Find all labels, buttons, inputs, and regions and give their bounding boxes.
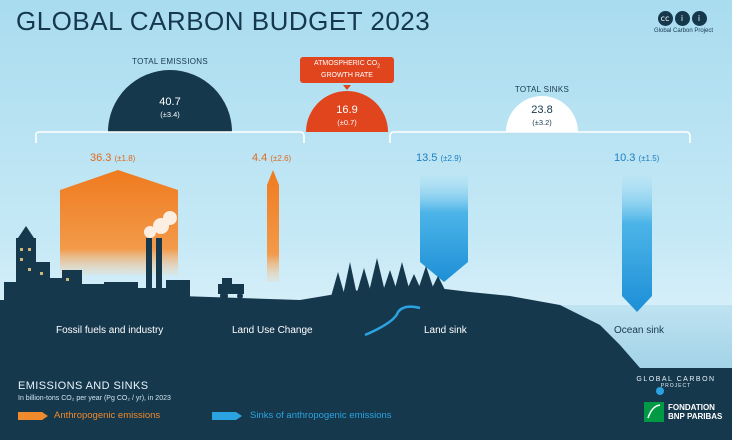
legend-subtitle: In billion-tons CO₂ per year (Pg CO₂ / y…: [18, 395, 171, 402]
license-badge[interactable]: cc i i Global Carbon Project: [654, 8, 714, 34]
city-skyline: [4, 226, 190, 300]
total-emissions-label: TOTAL EMISSIONS: [132, 57, 208, 66]
total-emissions-uncertainty: (±3.4): [160, 110, 180, 119]
tractor: [218, 278, 244, 300]
total-emissions-value: 40.7: [159, 96, 181, 108]
person-icon: i: [691, 11, 707, 26]
by-icon: i: [674, 11, 690, 26]
land-sink-arrow: [420, 175, 468, 282]
ocean-sink-arrow: [622, 175, 652, 312]
factory-chimneys: [146, 238, 162, 288]
river: [364, 305, 421, 337]
cc-icon: cc: [657, 11, 673, 26]
bnp-logo[interactable]: FONDATION BNP PARIBAS: [668, 403, 723, 421]
fossil-label: Fossil fuels and industry: [56, 325, 164, 336]
gcp-logo[interactable]: GLOBAL CARBON PROJECT: [636, 376, 716, 389]
bnp-logo-mark: [644, 402, 664, 422]
total-sinks-label: TOTAL SINKS: [514, 85, 570, 94]
legend-sinks: Sinks of anthropogenic emissions: [250, 410, 392, 421]
legend-anthropogenic: Anthropogenic emissions: [54, 410, 161, 421]
land-use-flux-value: 4.4 (±2.6): [252, 152, 292, 164]
atmospheric-dome: [306, 91, 388, 132]
sinks-bracket: [389, 131, 691, 143]
land-sink-label: Land sink: [424, 325, 467, 336]
land-use-label: Land Use Change: [232, 325, 313, 336]
total-emissions-dome: [108, 70, 232, 132]
land-sink-flux-value: 13.5 (±2.9): [416, 152, 462, 164]
chimney-smoke: [144, 211, 177, 238]
total-sinks-uncertainty: (±3.2): [532, 118, 552, 127]
forest: [330, 258, 446, 300]
atmospheric-uncertainty: (±0.7): [337, 118, 357, 127]
legend-orange-arrow: [18, 412, 48, 420]
license-label: Global Carbon Project: [654, 28, 714, 34]
total-sinks-value: 23.8: [531, 104, 553, 116]
total-sinks-dome: [506, 96, 578, 132]
land-mass: [0, 286, 640, 368]
legend-blue-arrow: [212, 412, 242, 420]
ocean-sink-flux-value: 10.3 (±1.5): [614, 152, 660, 164]
atmospheric-label: ATMOSPHERIC CO2 GROWTH RATE: [300, 57, 394, 83]
fossil-flux-value: 36.3 (±1.8): [90, 152, 136, 164]
page-title: GLOBAL CARBON BUDGET 2023: [16, 6, 431, 36]
land-use-emission-arrow: [267, 170, 279, 282]
gcp-logo-mark: [656, 387, 664, 395]
emissions-bracket: [35, 131, 305, 143]
bottom-panel: [0, 368, 732, 440]
ocean-sink-label: Ocean sink: [614, 325, 665, 336]
atmospheric-value: 16.9: [336, 104, 358, 116]
legend-title: EMISSIONS AND SINKS: [18, 380, 149, 392]
